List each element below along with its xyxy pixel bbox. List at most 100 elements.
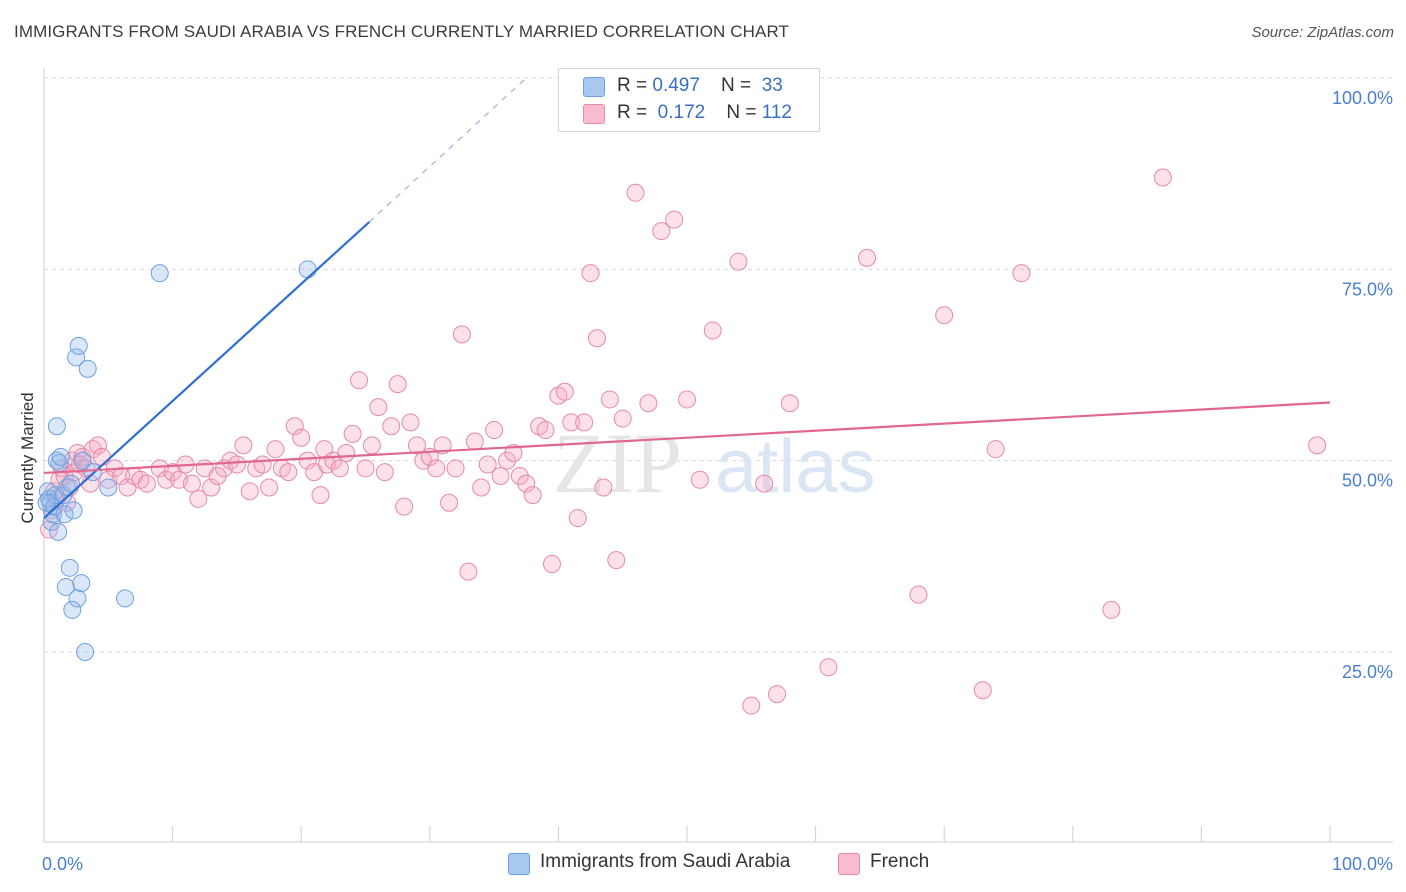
y-tick-label: 75.0% xyxy=(1342,279,1393,299)
data-point-french xyxy=(337,444,356,463)
bottom-legend-label: Immigrants from Saudi Arabia xyxy=(540,851,791,872)
legend-r-value: 0.172 xyxy=(657,102,706,123)
data-point-french xyxy=(729,252,748,271)
data-point-french xyxy=(189,489,208,508)
data-point-french xyxy=(279,463,298,482)
data-point-french xyxy=(350,371,369,390)
data-point-french xyxy=(690,470,709,489)
data-point-french xyxy=(369,398,388,417)
data-point-french xyxy=(568,509,587,528)
legend-swatch-pink xyxy=(583,104,605,124)
data-point-french xyxy=(755,474,774,493)
data-point-french xyxy=(298,451,317,470)
trendline-saudi-arabia xyxy=(43,221,371,519)
data-point-french xyxy=(986,440,1005,459)
trendline-french xyxy=(43,401,1331,475)
data-point-french xyxy=(157,470,176,489)
data-point-french xyxy=(485,421,504,440)
data-point-french xyxy=(292,428,311,447)
data-point-french xyxy=(407,436,426,455)
x-tick-label: 100.0% xyxy=(1332,854,1393,874)
data-point-french xyxy=(208,466,227,485)
data-point-french xyxy=(285,417,304,436)
data-point-french xyxy=(362,436,381,455)
data-point-french xyxy=(678,390,696,409)
legend-r-label: R = xyxy=(617,75,653,96)
data-point-saudi-arabia xyxy=(49,522,68,541)
watermark-atlas: atlas xyxy=(715,424,876,509)
data-point-french xyxy=(227,455,246,474)
data-point-french xyxy=(388,375,407,394)
legend-n-label: N = xyxy=(726,102,762,123)
stats-legend: R = 0.497 N = 33 R = 0.172 N = 112 xyxy=(558,68,820,132)
data-point-french xyxy=(311,486,330,505)
data-point-french xyxy=(517,474,536,493)
data-point-french xyxy=(594,478,613,497)
data-point-french xyxy=(497,451,516,470)
data-point-saudi-arabia xyxy=(99,478,118,497)
data-point-french xyxy=(523,486,542,505)
french-points xyxy=(40,168,1327,715)
data-point-french xyxy=(401,413,420,432)
data-point-french xyxy=(510,466,529,485)
data-point-saudi-arabia xyxy=(116,589,135,608)
data-point-french xyxy=(639,394,658,413)
data-point-french xyxy=(73,447,92,466)
data-point-french xyxy=(665,210,684,229)
data-point-french xyxy=(780,394,799,413)
data-point-saudi-arabia xyxy=(76,643,95,661)
y-tick-label: 50.0% xyxy=(1342,471,1393,491)
trendlines xyxy=(43,77,1331,519)
saudi-arabia-points xyxy=(37,260,317,661)
watermark: ZIP atlas xyxy=(553,415,876,511)
axes xyxy=(43,68,1393,843)
data-point-french xyxy=(1153,168,1172,187)
data-point-saudi-arabia xyxy=(68,589,87,608)
data-point-saudi-arabia xyxy=(298,260,317,279)
data-point-saudi-arabia xyxy=(78,359,97,378)
data-point-french xyxy=(465,432,484,451)
data-point-french xyxy=(973,681,992,700)
data-point-french xyxy=(587,329,606,348)
data-point-saudi-arabia xyxy=(55,505,74,524)
data-point-french xyxy=(433,436,452,455)
tick-labels: 25.0% 50.0% 75.0% 100.0% 0.0% 100.0% xyxy=(42,88,1393,874)
watermark-zip: ZIP xyxy=(553,415,682,511)
data-point-french xyxy=(330,459,349,478)
data-point-saudi-arabia xyxy=(63,600,82,619)
data-point-french xyxy=(652,222,671,241)
data-point-french xyxy=(137,474,156,493)
x-tick-label: 0.0% xyxy=(42,854,83,874)
bottom-legend-label: French xyxy=(870,851,930,872)
data-point-french xyxy=(202,478,221,497)
data-point-french xyxy=(542,554,561,573)
data-point-french xyxy=(452,325,471,344)
data-point-french xyxy=(260,478,279,497)
data-point-french xyxy=(1012,264,1031,283)
data-point-french xyxy=(1102,600,1121,619)
data-point-french xyxy=(234,436,253,455)
data-point-french xyxy=(575,413,594,432)
data-point-french xyxy=(427,459,446,478)
data-point-french xyxy=(935,306,954,325)
legend-r-label: R = xyxy=(617,102,653,123)
data-point-french xyxy=(613,409,632,428)
y-tick-label: 25.0% xyxy=(1342,662,1393,682)
gridlines xyxy=(44,77,1393,653)
data-point-french xyxy=(253,455,272,474)
data-point-french xyxy=(742,696,761,715)
legend-r-value: 0.497 xyxy=(652,75,700,96)
data-point-saudi-arabia xyxy=(67,348,86,367)
data-point-french xyxy=(703,321,722,340)
data-point-saudi-arabia xyxy=(150,264,169,283)
data-point-french xyxy=(356,459,375,478)
data-point-french xyxy=(440,493,459,512)
data-point-french xyxy=(395,497,414,516)
bottom-legend-swatch-blue xyxy=(508,853,530,875)
data-point-saudi-arabia xyxy=(62,474,81,493)
data-point-french xyxy=(909,585,928,604)
y-tick-label: 100.0% xyxy=(1332,88,1393,108)
data-point-french xyxy=(459,562,478,581)
data-point-saudi-arabia xyxy=(73,451,92,470)
legend-n-label: N = xyxy=(721,75,757,96)
